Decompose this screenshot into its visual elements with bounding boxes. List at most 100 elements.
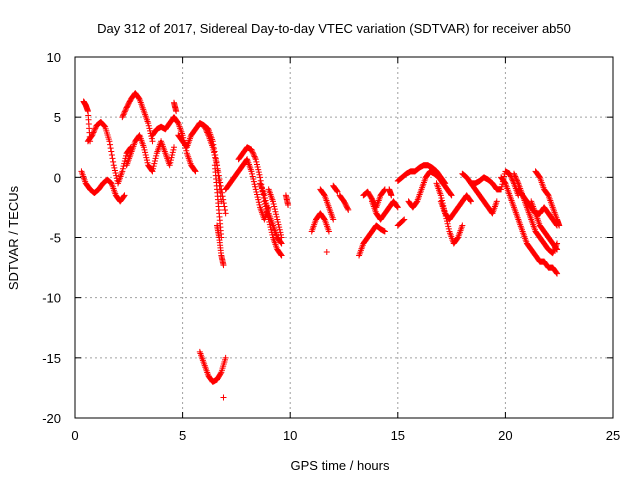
- data-point: [141, 146, 148, 153]
- data-point: [140, 144, 147, 151]
- data-point: [91, 128, 98, 135]
- data-point: [550, 248, 557, 255]
- data-point: [323, 248, 330, 255]
- x-tick-label: 25: [606, 428, 620, 443]
- data-point: [253, 161, 260, 168]
- data-point: [166, 162, 173, 169]
- data-point: [173, 108, 180, 115]
- data-point: [119, 165, 126, 172]
- data-point: [144, 159, 151, 166]
- series-arc3: [84, 118, 134, 187]
- series-arc28: [394, 216, 408, 229]
- data-point: [145, 122, 152, 129]
- data-point: [89, 130, 96, 137]
- data-point: [445, 225, 452, 232]
- series-arc16: [257, 180, 285, 247]
- series-arc5: [123, 132, 177, 175]
- data-point: [381, 228, 388, 235]
- chart-title: Day 312 of 2017, Sidereal Day-to-day VTE…: [97, 21, 571, 36]
- data-point: [344, 205, 351, 212]
- data-point: [345, 206, 352, 213]
- data-point: [152, 155, 159, 162]
- data-point: [444, 220, 451, 227]
- data-point: [514, 178, 521, 185]
- data-point: [273, 213, 280, 220]
- series-arc22: [330, 182, 341, 195]
- data-point: [277, 251, 284, 258]
- data-point: [511, 170, 518, 177]
- data-point: [213, 158, 220, 165]
- data-point: [151, 160, 158, 167]
- data-point: [107, 145, 114, 152]
- data-point: [108, 148, 115, 155]
- data-point: [248, 146, 255, 153]
- series-arc29: [394, 162, 449, 187]
- data-point: [249, 148, 256, 155]
- data-point: [222, 210, 229, 217]
- data-point: [252, 154, 259, 161]
- data-point: [277, 229, 284, 236]
- data-point: [174, 119, 181, 126]
- data-point: [167, 157, 174, 164]
- data-point: [394, 203, 401, 210]
- data-point: [330, 216, 337, 223]
- data-point: [221, 203, 228, 210]
- data-point: [276, 224, 283, 231]
- data-point: [325, 228, 332, 235]
- data-point: [119, 112, 126, 119]
- data-point: [467, 198, 474, 205]
- data-point: [212, 151, 219, 158]
- series-arc13: [220, 394, 227, 401]
- data-point: [91, 126, 98, 133]
- data-point: [556, 222, 563, 229]
- data-point: [263, 200, 270, 207]
- data-point: [211, 148, 218, 155]
- data-point: [255, 166, 262, 173]
- data-point: [271, 203, 278, 210]
- data-point: [148, 135, 155, 142]
- data-point: [276, 226, 283, 233]
- y-axis-label: SDTVAR / TECUs: [6, 185, 21, 290]
- data-point: [111, 164, 118, 171]
- data-point: [250, 150, 257, 157]
- data-point: [549, 250, 556, 257]
- y-tick-label: 0: [54, 170, 61, 185]
- data-point: [454, 235, 461, 242]
- data-point: [112, 170, 119, 177]
- series-arc19: [308, 210, 332, 235]
- data-point: [272, 208, 279, 215]
- data-point: [254, 164, 261, 171]
- data-point: [512, 174, 519, 181]
- data-point: [170, 146, 177, 153]
- series-arc9: [196, 120, 229, 217]
- series-arc11: [211, 162, 225, 241]
- data-point: [285, 202, 292, 209]
- series-arc27: [386, 186, 395, 199]
- series-arc33: [459, 170, 500, 217]
- data-point: [275, 221, 282, 228]
- data-point: [209, 138, 216, 145]
- x-tick-label: 15: [391, 428, 405, 443]
- y-tick-label: 5: [54, 110, 61, 125]
- data-point: [334, 188, 341, 195]
- series-arc21: [323, 248, 330, 255]
- data-point: [513, 176, 520, 183]
- data-point: [269, 231, 276, 238]
- data-point: [217, 370, 224, 377]
- series-arc12: [196, 348, 229, 385]
- data-point: [248, 168, 255, 175]
- data-point: [254, 194, 261, 201]
- data-point: [270, 200, 277, 207]
- data-point: [150, 163, 157, 170]
- y-tick-label: -10: [42, 291, 61, 306]
- data-point: [121, 108, 128, 115]
- data-point: [400, 217, 407, 224]
- data-point: [212, 155, 219, 162]
- data-point: [145, 120, 152, 127]
- data-point: [278, 252, 285, 259]
- data-point: [121, 110, 128, 117]
- y-tick-label: 10: [47, 50, 61, 65]
- data-point: [511, 172, 518, 179]
- data-point: [151, 158, 158, 165]
- series-arc18: [282, 192, 292, 209]
